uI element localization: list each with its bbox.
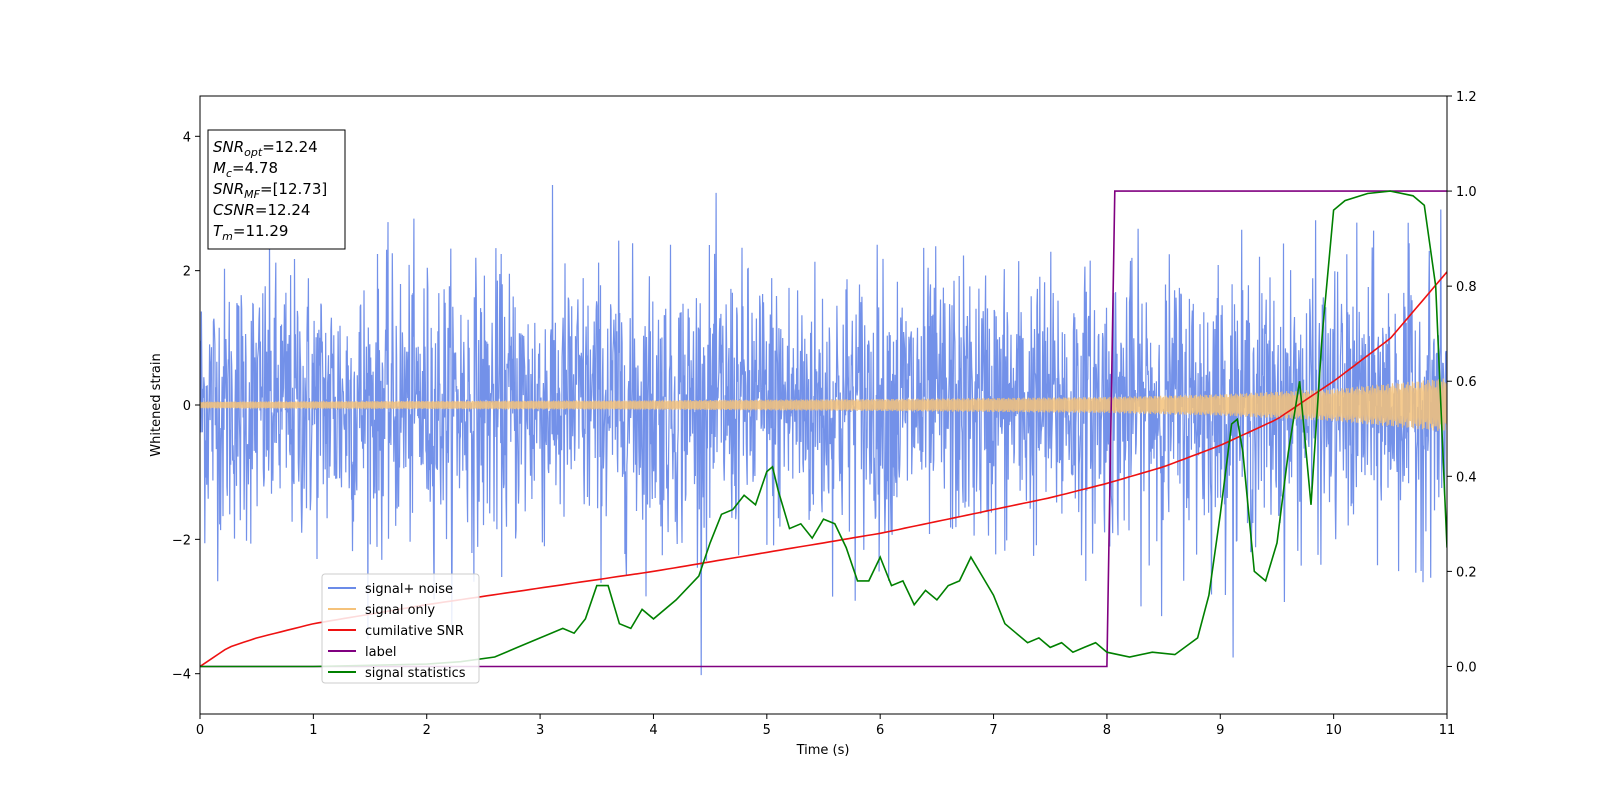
- ticks-layer: 0 1 2 3 4 5 6 7 8 9 10 11 −4 −2 0 2 4 0.0 0.2 0.4 0.6 0.8 1.0 1…: [172, 90, 1477, 738]
- y-right-tick-label: 0.8: [1456, 280, 1477, 295]
- x-tick-label: 7: [989, 723, 997, 738]
- legend-entry-label: signal+ noise: [365, 582, 453, 597]
- info-box-frame: [207, 129, 346, 250]
- info-line: CSNR=12.24: [213, 201, 310, 219]
- legend-frame: [321, 573, 480, 684]
- x-tick-label: 9: [1216, 723, 1224, 738]
- legend: signal+ noise signal only cumilative SNR la…: [321, 573, 480, 684]
- y-left-tick-label: 0: [183, 399, 191, 414]
- x-tick-label: 8: [1103, 723, 1111, 738]
- legend-entry-label: cumilative SNR: [365, 624, 464, 639]
- x-tick-label: 11: [1439, 723, 1456, 738]
- x-tick-label: 3: [536, 723, 544, 738]
- y-right-tick-label: 0.4: [1456, 470, 1477, 485]
- x-tick-label: 4: [649, 723, 657, 738]
- y-left-tick-label: −2: [172, 533, 191, 548]
- y-left-tick-label: 4: [183, 130, 191, 145]
- info-line: SNRMF=[12.73]: [213, 180, 327, 201]
- legend-entry-label: signal statistics: [365, 666, 466, 681]
- x-tick-label: 1: [309, 723, 317, 738]
- x-tick-label: 0: [196, 723, 204, 738]
- y-right-tick-label: 0.6: [1456, 375, 1477, 390]
- series-label-line: [200, 190, 1447, 668]
- x-tick-label: 10: [1325, 723, 1342, 738]
- y-right-tick-label: 1.0: [1456, 185, 1477, 200]
- legend-entry-label: label: [365, 645, 396, 660]
- info-line: Tm=11.29: [213, 222, 288, 243]
- y-right-tick-label: 1.2: [1456, 90, 1477, 105]
- series-signal-only-line: [200, 378, 1447, 431]
- y-right-tick-label: 0.0: [1456, 660, 1477, 675]
- x-tick-label: 2: [423, 723, 431, 738]
- info-line: Mc=4.78: [213, 159, 278, 180]
- y-right-tick-label: 0.2: [1456, 565, 1477, 580]
- series-signal-statistics-line: [200, 190, 1447, 668]
- y-left-tick-label: 2: [183, 265, 191, 280]
- info-box: SNRopt=12.24Mc=4.78SNRMF=[12.73]CSNR=12.…: [207, 129, 346, 250]
- y-axis-label: Whitened strain: [149, 353, 164, 456]
- x-tick-label: 5: [763, 723, 771, 738]
- info-line: SNRopt=12.24: [213, 138, 318, 159]
- x-axis-label: Time (s): [796, 743, 850, 758]
- x-tick-label: 6: [876, 723, 884, 738]
- y-left-tick-label: −4: [172, 668, 191, 683]
- legend-entry-label: signal only: [365, 603, 435, 618]
